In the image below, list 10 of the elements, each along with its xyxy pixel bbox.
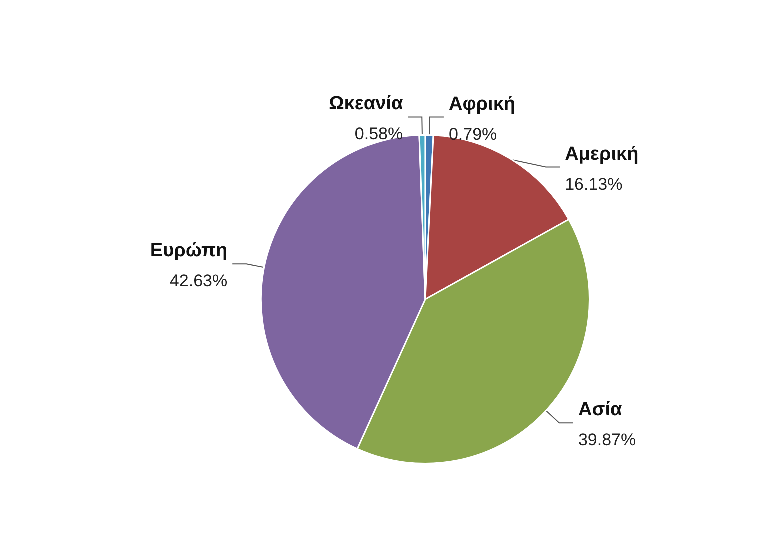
data-label: 39.87% [578, 430, 636, 450]
slice-label: Αμερική [565, 144, 639, 165]
data-label: 16.13% [565, 174, 623, 194]
data-label: 0.58% [354, 124, 404, 144]
slice-label: Ευρώπη [150, 240, 228, 262]
slice-label: Ωκεανία [329, 94, 404, 115]
data-label: 0.79% [448, 124, 498, 144]
data-label: 42.63% [170, 272, 228, 291]
slice-label: Αφρική [448, 94, 516, 115]
slice-label: Ασία [578, 400, 622, 421]
